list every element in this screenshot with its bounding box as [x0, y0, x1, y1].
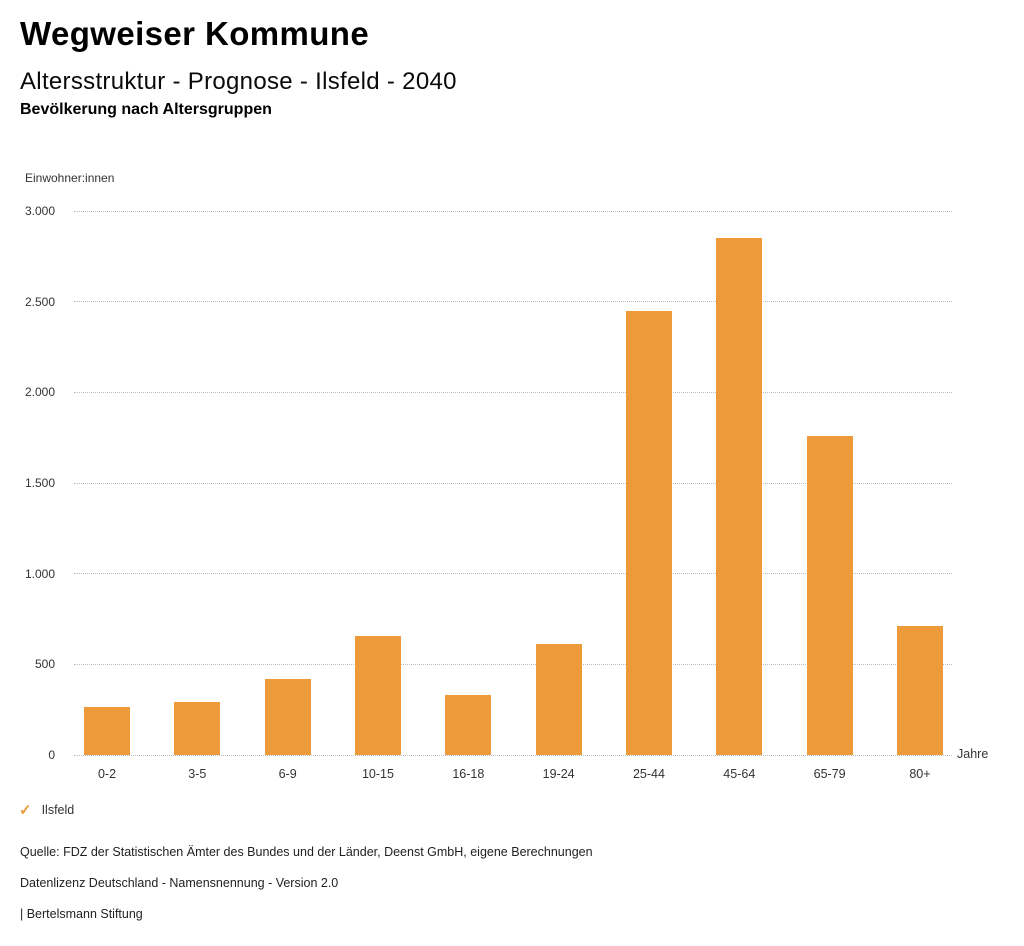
y-tick-label: 1.500 — [24, 476, 55, 490]
y-tick-label: 3.000 — [24, 204, 55, 218]
x-tick-label: 10-15 — [361, 767, 394, 781]
gridline — [74, 210, 952, 212]
y-tick-label: 1.000 — [24, 566, 55, 581]
x-tick-label: 65-79 — [813, 767, 846, 781]
x-tick-label: 6-9 — [278, 767, 297, 781]
bar-0-2[interactable] — [84, 706, 130, 755]
y-tick-label: 0 — [48, 748, 55, 762]
gridline — [74, 482, 952, 484]
x-tick-label: 19-24 — [542, 767, 575, 781]
x-axis-title: Jahre — [957, 747, 989, 761]
bar-16-18[interactable] — [445, 695, 492, 755]
bar-45-64[interactable] — [716, 238, 763, 755]
x-tick-label: 80+ — [909, 767, 931, 781]
bar-80+[interactable] — [896, 626, 943, 755]
legend-label: Ilsfeld — [41, 803, 75, 817]
license-note: Datenlizenz Deutschland - Namensnennung … — [20, 876, 339, 890]
bar-6-9[interactable] — [264, 678, 311, 755]
y-axis-title: Einwohner:innen — [25, 171, 115, 185]
page-title: Wegweiser Kommune — [20, 15, 370, 52]
gridline — [74, 573, 952, 575]
y-tick-label: 500 — [34, 657, 55, 672]
source-note: Quelle: FDZ der Statistischen Ämter des … — [20, 845, 593, 859]
bar-chart-plot-area: 0 500 1.000 1.500 2.000 2.500 3.000 0-2 3-5 6-9 10… — [25, 204, 952, 781]
bar-25-44[interactable] — [625, 310, 672, 755]
bar-3-5[interactable] — [174, 701, 221, 755]
chart-subtitle: Altersstruktur - Prognose - Ilsfeld - 20… — [20, 68, 457, 95]
gridline — [74, 754, 952, 756]
x-tick-label: 3-5 — [188, 767, 207, 781]
x-tick-label: 25-44 — [632, 767, 665, 781]
x-tick-label: 45-64 — [723, 767, 756, 781]
bar-19-24[interactable] — [535, 644, 582, 755]
bar-65-79[interactable] — [806, 435, 853, 755]
y-tick-label: 2.000 — [24, 385, 55, 400]
gridline — [74, 663, 952, 665]
gridline — [74, 391, 952, 393]
chart-heading: Bevölkerung nach Altersgruppen — [20, 101, 272, 118]
checkmark-icon: ✓ — [19, 802, 32, 819]
bar-10-15[interactable] — [354, 636, 401, 755]
x-tick-label: 16-18 — [452, 767, 485, 781]
x-tick-label: 0-2 — [97, 767, 117, 781]
legend-item-ilsfeld[interactable]: ✓ Ilsfeld — [19, 803, 74, 818]
attribution-note: | Bertelsmann Stiftung — [20, 907, 143, 921]
y-tick-label: 2.500 — [24, 294, 55, 309]
gridline — [74, 301, 952, 303]
